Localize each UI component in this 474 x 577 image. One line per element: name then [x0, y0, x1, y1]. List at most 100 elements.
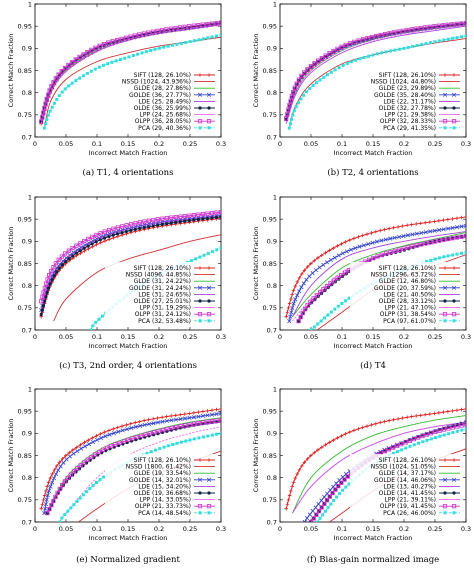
data-point: [209, 21, 214, 26]
data-point: [396, 225, 400, 229]
data-point: [128, 34, 133, 39]
data-point: [205, 413, 210, 418]
data-point: [197, 477, 203, 482]
y-axis-label: Correct Match Fraction: [252, 419, 260, 493]
series-line-6: [292, 236, 466, 322]
data-point: [82, 444, 88, 449]
data-point: [391, 225, 396, 230]
x-tick-label: 0: [278, 333, 282, 341]
data-point: [369, 231, 374, 235]
data-point: [196, 217, 200, 222]
data-point: [78, 76, 82, 80]
data-point: [168, 26, 173, 31]
data-point: [158, 447, 162, 451]
data-point: [387, 418, 391, 423]
data-point: [60, 483, 65, 488]
data-point: [384, 50, 388, 54]
data-point: [160, 222, 164, 226]
data-point: [335, 244, 340, 248]
data-point: [72, 503, 76, 507]
data-point: [356, 427, 361, 431]
legend-label-4: LDE (22, 31.17%): [383, 98, 436, 105]
data-point: [423, 25, 428, 30]
data-point: [94, 434, 99, 438]
data-point: [103, 434, 108, 439]
data-point: [382, 449, 387, 454]
data-point: [98, 478, 102, 482]
data-point: [101, 63, 105, 67]
data-point: [144, 50, 148, 54]
data-point: [64, 457, 69, 462]
data-point: [450, 236, 455, 241]
legend-label-6: LPP (21, 47.10%): [385, 305, 437, 312]
legend-label-7: OLPP (36, 28.05%): [135, 118, 191, 125]
x-tick-label: 0.1: [92, 525, 102, 533]
data-point: [463, 20, 466, 26]
data-point: [182, 412, 187, 416]
data-point: [308, 87, 312, 91]
series-group: [39, 209, 221, 330]
data-point: [156, 223, 160, 227]
data-point: [70, 245, 75, 251]
data-point: [162, 45, 166, 49]
y-tick-label: 0.75: [18, 111, 32, 119]
data-point: [365, 36, 370, 41]
data-point: [443, 73, 447, 77]
data-point: [94, 242, 99, 247]
y-tick-label: 0.9: [267, 430, 277, 438]
data-point: [442, 119, 448, 124]
data-point: [85, 71, 89, 75]
legend-label-7: OLPP (31, 38.54%): [380, 311, 436, 318]
legend-label-5: OLDE (14, 41.45%): [379, 490, 436, 497]
data-point: [428, 41, 432, 45]
panel-caption: (d) T4: [360, 360, 386, 371]
legend-label-6: LPP (21, 39.11%): [385, 497, 437, 504]
data-point: [197, 312, 203, 317]
series-line-4: [285, 25, 466, 124]
y-tick-label: 0.75: [263, 496, 277, 504]
y-tick-label: 1: [273, 0, 277, 8]
data-point: [287, 493, 292, 498]
data-point: [160, 415, 164, 420]
data-point: [136, 52, 140, 56]
data-point: [192, 218, 196, 222]
data-point: [414, 26, 419, 31]
data-point: [405, 27, 410, 33]
data-point: [102, 236, 107, 240]
legend: SIFT (128, 26.10%)NSSD (1024, 51.05%)GLD…: [350, 454, 463, 517]
data-point: [198, 299, 202, 303]
data-point: [205, 216, 209, 221]
data-point: [210, 216, 214, 220]
data-point: [55, 97, 59, 101]
data-point: [56, 257, 61, 262]
data-point: [86, 236, 91, 242]
data-point: [60, 516, 64, 520]
data-point: [442, 92, 448, 97]
data-point: [218, 209, 221, 215]
data-point: [59, 254, 64, 259]
data-point: [442, 433, 446, 437]
data-point: [441, 427, 447, 432]
data-point: [423, 220, 428, 225]
data-point: [48, 484, 53, 489]
series-group: [39, 20, 221, 130]
data-point: [414, 243, 419, 248]
data-point: [319, 498, 324, 503]
data-point: [369, 35, 374, 40]
data-point: [459, 407, 464, 412]
data-point: [313, 268, 319, 273]
data-point: [302, 307, 308, 312]
data-point: [89, 328, 93, 330]
data-point: [437, 411, 441, 415]
data-point: [297, 276, 302, 280]
data-point: [319, 505, 324, 510]
data-point: [371, 53, 375, 57]
x-tick-label: 0.1: [337, 333, 347, 341]
y-tick-label: 0.9: [267, 45, 277, 53]
data-point: [433, 40, 437, 44]
data-point: [432, 228, 437, 233]
data-point: [297, 468, 302, 472]
data-point: [62, 479, 67, 484]
data-point: [96, 449, 102, 455]
data-point: [151, 421, 156, 426]
